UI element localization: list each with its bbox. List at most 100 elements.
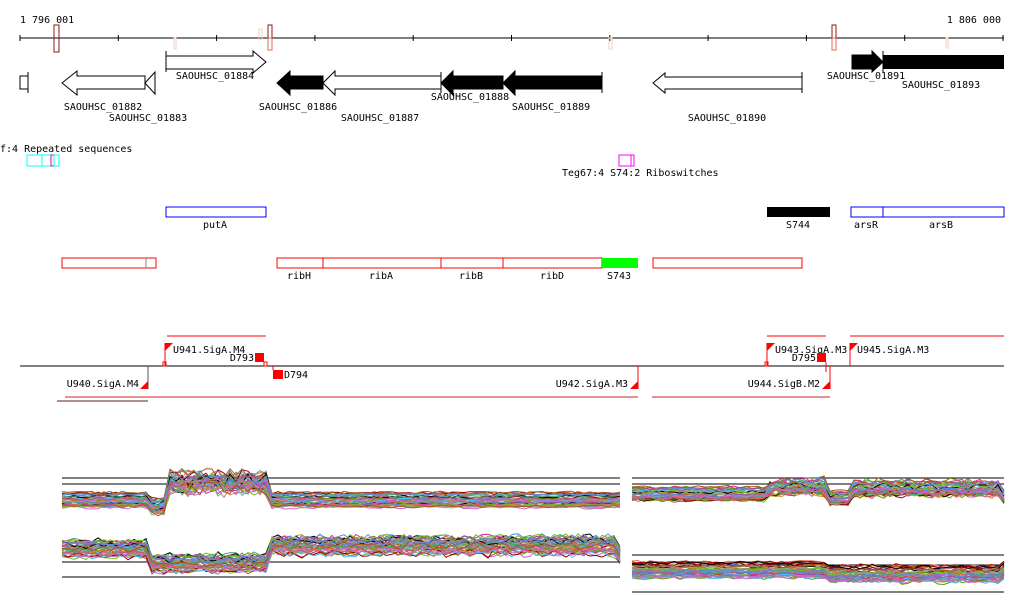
repeat-box[interactable] [53, 154, 60, 167]
label-ribB: ribB [459, 271, 483, 282]
gene-label: SAOUHSC_01889 [512, 102, 590, 113]
feature-ribH[interactable] [276, 257, 324, 269]
promoter-label: U944.SigB.M2 [748, 379, 820, 390]
gene-label: SAOUHSC_01883 [109, 113, 187, 124]
repeat-box[interactable] [41, 154, 52, 167]
expression-trace [61, 478, 621, 513]
expression-trace [631, 572, 1005, 582]
marker [258, 28, 263, 40]
label-arsB: arsB [929, 220, 953, 231]
marker [831, 37, 837, 51]
feature-ribB[interactable] [440, 257, 504, 269]
gene-01886[interactable]: SAOUHSC_01886 [259, 69, 337, 113]
gene-01888[interactable]: SAOUHSC_01888 [431, 69, 509, 103]
promoter-label: U945.SigA.M3 [857, 345, 929, 356]
label-ribA: ribA [369, 271, 393, 282]
expression-trace [61, 533, 621, 560]
expression-trace [631, 560, 1005, 570]
gene-label: SAOUHSC_01887 [341, 113, 419, 124]
terminator-label: D795 [792, 353, 816, 364]
promoter-U940[interactable]: U940.SigA.M4 [67, 366, 149, 390]
gene-label: SAOUHSC_01884 [176, 71, 254, 82]
expression-trace [631, 567, 1005, 576]
label-S744: S744 [786, 220, 810, 231]
feature-unnamed[interactable] [61, 257, 157, 269]
gene-01884[interactable]: SAOUHSC_01884 [165, 49, 267, 82]
expression-trace [631, 564, 1005, 573]
expression-trace [631, 475, 1005, 492]
terminator-label: D793 [230, 353, 254, 364]
feature-putA[interactable] [165, 206, 267, 218]
marker [53, 24, 60, 53]
expression-trace [631, 486, 1005, 500]
gene-label: SAOUHSC_01890 [688, 113, 766, 124]
gene-01889[interactable]: SAOUHSC_01889 [502, 69, 603, 113]
label-ribD: ribD [540, 271, 564, 282]
expression-trace [61, 477, 621, 509]
terminator-D794[interactable]: D794 [272, 366, 308, 381]
plus-strand-track: putA S744 arsR arsB [165, 206, 1005, 231]
terminator-label: D794 [284, 370, 308, 381]
expression-profiles [61, 467, 1005, 593]
expression-trace [61, 544, 621, 572]
promoter-label: U943.SigA.M3 [775, 345, 847, 356]
promoter-U941[interactable]: U941.SigA.M4 [162, 343, 245, 367]
expression-trace [61, 535, 621, 563]
feature-unnamed[interactable] [652, 257, 803, 269]
expression-trace [61, 547, 621, 575]
label-ribH: ribH [287, 271, 311, 282]
promoter-track: U941.SigA.M4 D793 D794 U940.SigA.M4 U942… [20, 335, 1004, 402]
promoter-U943[interactable]: U943.SigA.M3 [764, 343, 847, 367]
feature-ribD[interactable] [502, 257, 603, 269]
expression-trace [61, 474, 621, 510]
riboswitch-box[interactable] [618, 154, 632, 167]
gene-01893[interactable]: SAOUHSC_01893 [882, 51, 1004, 91]
repeat-box[interactable] [26, 154, 43, 167]
expression-trace [61, 467, 621, 504]
feature-ribA[interactable] [322, 257, 442, 269]
feature-arsR[interactable] [850, 206, 884, 218]
gene-label: SAOUHSC_01886 [259, 102, 337, 113]
marker [608, 37, 613, 50]
ruler-ticks [19, 35, 1004, 41]
gene-01887[interactable]: SAOUHSC_01887 [322, 69, 442, 124]
expression-trace [61, 470, 621, 505]
riboswitch-label: Teg67:4 S74:2 Riboswitches [562, 168, 719, 179]
marker [173, 37, 177, 50]
gene-label: SAOUHSC_01882 [64, 102, 142, 113]
expression-trace [61, 472, 621, 504]
promoter-U945[interactable]: U945.SigA.M3 [849, 343, 929, 366]
promoter-label: U940.SigA.M4 [67, 379, 139, 390]
expression-trace [631, 569, 1005, 579]
gene-label: SAOUHSC_01891 [827, 71, 905, 82]
gene-01891[interactable]: SAOUHSC_01891 [827, 49, 905, 82]
label-S743: S743 [607, 271, 631, 282]
minus-strand-track: ribH ribA ribB ribD S743 [61, 257, 803, 282]
gene-01890[interactable]: SAOUHSC_01890 [652, 71, 803, 124]
marker [945, 37, 949, 49]
riboswitch-box[interactable] [630, 154, 635, 167]
coordinate-ruler: 1 796 001 1 806 000 [19, 15, 1004, 53]
feature-S743[interactable] [602, 258, 638, 268]
expression-trace [61, 480, 621, 512]
expression-trace [631, 575, 1005, 585]
terminator-D795[interactable]: D795 [792, 353, 827, 372]
feature-arsB[interactable] [882, 206, 1005, 218]
expression-trace [61, 479, 621, 514]
gene-track: SAOUHSC_01882 SAOUHSC_01883 SAOUHSC_0188… [19, 49, 1004, 124]
promoter-label: U942.SigA.M3 [556, 379, 628, 390]
expression-trace [631, 481, 1005, 497]
promoter-U942[interactable]: U942.SigA.M3 [556, 366, 639, 390]
expression-trace [631, 477, 1005, 495]
label-putA: putA [203, 220, 227, 231]
label-arsR: arsR [854, 220, 879, 231]
gene-01882[interactable]: SAOUHSC_01882 [61, 69, 146, 113]
gene-fragment[interactable] [19, 75, 29, 90]
expression-trace [61, 546, 621, 574]
terminator-D793[interactable]: D793 [230, 353, 268, 367]
feature-S744[interactable] [767, 207, 830, 217]
end-coordinate: 1 806 000 [947, 15, 1001, 26]
promoter-U944[interactable]: U944.SigB.M2 [748, 366, 831, 390]
gene-01883[interactable]: SAOUHSC_01883 [109, 70, 187, 124]
